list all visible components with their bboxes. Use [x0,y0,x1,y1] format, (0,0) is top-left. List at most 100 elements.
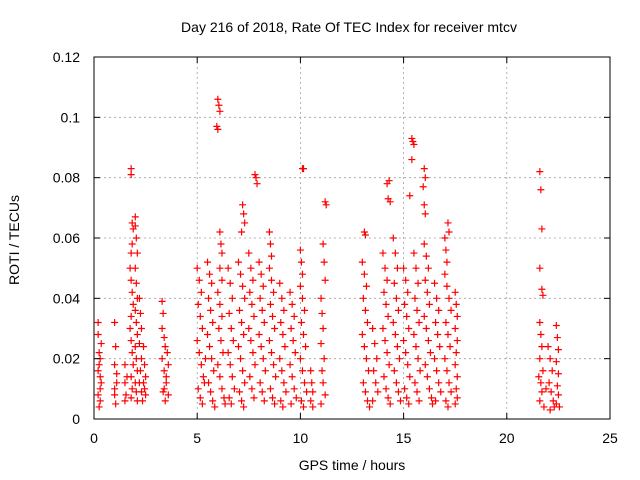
data-point [301,306,309,314]
data-point [128,349,136,357]
data-point [196,394,204,402]
data-point [390,367,398,375]
data-point [404,288,412,296]
data-point [554,346,562,354]
data-point [403,394,411,402]
data-point [221,400,229,408]
data-point [453,312,461,320]
data-point [214,288,222,296]
data-point [132,234,140,242]
data-point [136,309,144,317]
data-point [437,388,445,396]
data-point [111,385,119,393]
data-point [371,340,379,348]
data-point [391,331,399,339]
data-point [246,373,254,381]
data-point [240,331,248,339]
data-point [540,403,548,411]
data-point [405,325,413,332]
data-point [539,291,547,299]
data-point [395,355,403,363]
data-point [204,258,212,266]
data-point [279,331,287,339]
data-point [546,355,554,363]
data-point [258,306,266,314]
data-point [389,234,397,242]
data-point [236,306,244,314]
data-point [209,397,217,405]
data-point [281,343,289,351]
data-point [402,276,410,284]
data-point [197,361,205,369]
data-point [442,397,450,405]
data-point [444,331,452,339]
data-point [422,252,430,260]
data-point [317,340,325,348]
data-point [360,343,368,351]
data-point [552,400,560,408]
data-point [435,379,443,387]
data-point [444,219,452,227]
data-point [554,370,562,378]
data-point [408,134,416,142]
data-point [158,325,166,332]
data-point [538,285,546,293]
data-point [216,264,224,272]
data-point [269,394,277,402]
data-point [208,279,216,287]
data-point [111,361,119,369]
data-point [545,379,553,387]
data-point [272,373,280,381]
data-point [135,340,143,348]
data-point [538,343,546,351]
data-point [374,388,382,396]
data-point [266,240,274,248]
data-point [112,343,120,351]
data-point [381,264,389,272]
data-point [252,174,260,182]
data-point [286,361,294,369]
data-point [373,355,381,363]
data-point [238,397,246,405]
data-point [555,403,563,411]
data-point [128,219,136,227]
data-point [128,288,136,296]
data-point [218,249,226,257]
data-point [133,331,141,339]
data-point [445,228,453,236]
data-point [385,361,393,369]
data-point [286,288,294,296]
data-point [451,325,459,332]
data-point [321,276,329,284]
data-point [225,394,233,402]
data-point [361,388,369,396]
data-point [408,156,416,164]
data-point [552,358,560,366]
data-point [394,306,402,314]
data-point [271,400,279,408]
data-point [299,165,307,173]
data-point [544,343,552,351]
data-point [404,361,412,369]
data-point [127,337,135,345]
data-point [397,397,405,405]
data-point [447,306,455,314]
data-point [421,174,429,182]
x-tick-label: 15 [396,430,412,446]
data-point [382,385,390,393]
data-point [266,300,274,308]
data-point [406,373,414,381]
data-point [141,361,149,369]
data-point [160,334,168,342]
data-point [301,379,309,387]
data-point [160,367,168,375]
data-point [445,294,453,302]
data-point [239,367,247,375]
data-point [205,379,213,387]
data-point [163,349,171,357]
data-point [425,300,433,308]
data-point [298,294,306,302]
data-point [434,331,442,339]
data-point [384,312,392,320]
data-point [413,306,421,314]
